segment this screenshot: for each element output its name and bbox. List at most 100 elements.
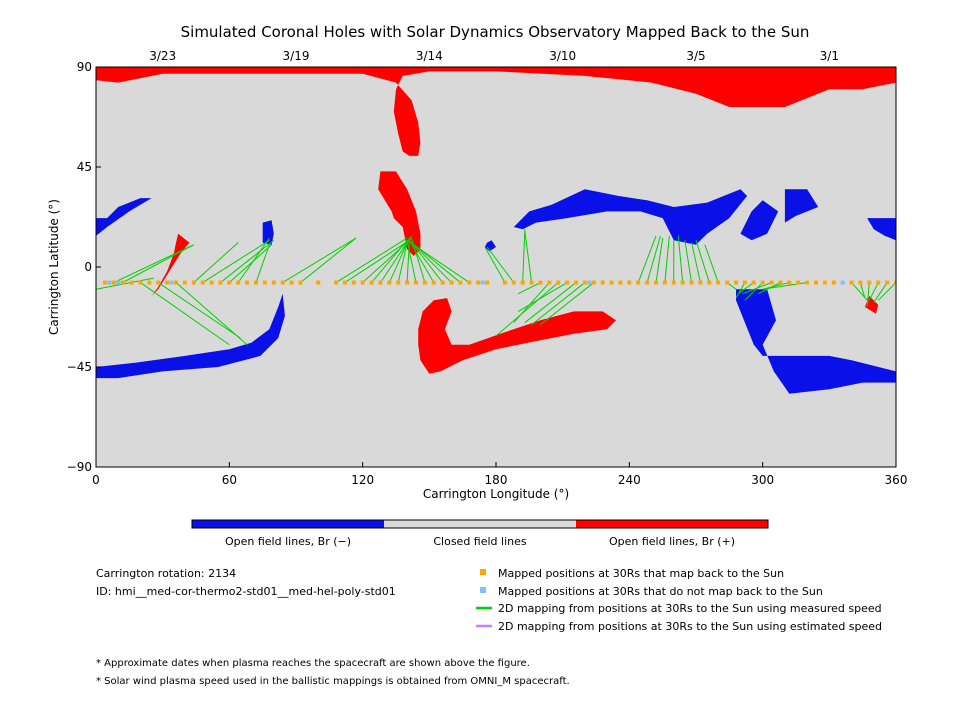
mapping-line-26	[408, 239, 452, 283]
note-omni: * Solar wind plasma speed used in the ba…	[96, 676, 570, 687]
mapped-point-59	[654, 280, 658, 285]
mapped-point-9	[182, 280, 187, 285]
colorbar-open-positive	[576, 520, 768, 528]
mapped-point-69	[742, 280, 747, 285]
mapped-point-17	[254, 280, 258, 285]
mapped-point-44	[520, 280, 525, 285]
mapping-line-49	[704, 244, 719, 283]
mapping-line-43	[664, 235, 670, 283]
mapping-line-29	[484, 246, 506, 283]
legend-measured-label: 2D mapping from positions at 30Rs to the…	[498, 602, 882, 615]
unmapped-point-0	[107, 280, 112, 285]
date-tick-labels: 3/23 3/19 3/14 3/10 3/5 3/1	[149, 49, 839, 72]
mapped-point-67	[725, 280, 730, 285]
date-tick-label-3: 3/10	[549, 49, 576, 63]
mapping-line-8	[220, 239, 275, 283]
mapped-point-21	[289, 280, 294, 285]
unmapped-point-2	[169, 280, 174, 285]
mapped-point-0	[102, 280, 107, 285]
mapped-point-24	[334, 280, 338, 285]
mapping-line-39	[540, 282, 595, 326]
mapped-point-47	[547, 280, 552, 285]
colorbar-label-closed: Closed field lines	[433, 535, 527, 548]
mapped-point-79	[831, 280, 836, 285]
mapped-point-66	[716, 280, 721, 285]
unmapped-point-3	[480, 280, 485, 285]
mapping-line-17	[371, 240, 408, 283]
mapped-point-80	[849, 280, 854, 285]
mapping-line-37	[524, 282, 577, 323]
mapped-point-65	[707, 280, 712, 285]
open-positive-region-1	[378, 171, 421, 256]
mapping-line-31	[522, 229, 526, 283]
mapping-line-60	[866, 282, 870, 308]
mapping-line-20	[397, 242, 408, 283]
x-tick-label-240: 240	[618, 473, 641, 487]
colorbar-open-negative	[192, 520, 384, 528]
x-axis-label: Carrington Longitude (°)	[423, 487, 569, 501]
colorbar-frame	[191, 519, 769, 529]
mapped-point-32	[405, 280, 410, 285]
legend-unmapped-label: Mapped positions at 30Rs that do not map…	[498, 585, 823, 598]
open-negative-region-11	[784, 189, 819, 223]
open-positive-region-2	[418, 298, 616, 374]
mapped-point-35	[431, 280, 436, 285]
mapped-point-23	[316, 280, 321, 285]
mapping-line-9	[228, 244, 272, 283]
mapped-point-82	[867, 280, 872, 285]
mapped-point-33	[414, 280, 418, 285]
open-negative-region-10	[740, 200, 779, 241]
x-tick-label-180: 180	[485, 473, 508, 487]
coronal-hole-regions	[96, 67, 896, 394]
mapped-point-55	[618, 280, 623, 285]
colorbar-label-positive: Open field lines, Br (+)	[609, 535, 735, 548]
mapping-line-7	[202, 239, 270, 283]
mapping-line-25	[411, 242, 444, 283]
colorbar-closed	[384, 520, 576, 528]
x-tick-label-120: 120	[351, 473, 374, 487]
mapped-point-5	[147, 280, 152, 285]
mapped-point-45	[529, 280, 534, 285]
y-tick-label-3: 45	[77, 160, 92, 174]
mapped-point-54	[609, 280, 614, 285]
mapping-line-48	[695, 240, 710, 283]
mapping-line-3	[140, 282, 230, 346]
open-positive-region-3	[151, 233, 190, 296]
mapped-point-11	[200, 280, 205, 285]
mapped-point-85	[894, 280, 896, 285]
legend-estimated-label: 2D mapping from positions at 30Rs to the…	[498, 620, 882, 633]
mapping-line-13	[300, 237, 357, 283]
mapping-line-28	[406, 239, 470, 283]
mapping-line-14	[335, 237, 408, 283]
open-negative-region-6	[96, 198, 152, 236]
x-axis-ticks: 0 60 120 180 240 300 360	[92, 462, 907, 487]
mapping-line-62	[873, 282, 888, 303]
mapping-line-36	[517, 282, 568, 312]
legend-unmapped-marker	[480, 587, 486, 593]
mapped-point-36	[440, 280, 445, 285]
mapped-point-18	[262, 280, 267, 285]
mapped-point-49	[565, 280, 570, 285]
mapping-line-52	[737, 282, 755, 295]
mapping-line-33	[517, 282, 541, 295]
date-tick-label-2: 3/14	[416, 49, 443, 63]
mapped-point-77	[814, 280, 818, 285]
y-axis-ticks: −90 −45 0 45 90	[67, 60, 101, 474]
mapped-point-73	[778, 280, 783, 285]
x-tick-label-0: 0	[92, 473, 100, 487]
mapping-line-42	[655, 238, 664, 283]
mapped-point-68	[734, 280, 738, 285]
mapping-line-58	[851, 282, 870, 303]
unmapped-point-1	[116, 280, 121, 285]
y-tick-label-0: −90	[67, 460, 92, 474]
mapping-line-1	[113, 244, 194, 284]
mapping-line-53	[744, 282, 764, 301]
mapping-line-47	[691, 242, 701, 283]
mapped-point-46	[538, 280, 543, 285]
mapping-line-5	[175, 282, 248, 346]
mapped-point-70	[751, 280, 756, 285]
mapping-line-30	[486, 246, 515, 283]
mapped-point-2	[120, 280, 125, 285]
open-negative-region-7	[262, 220, 274, 245]
